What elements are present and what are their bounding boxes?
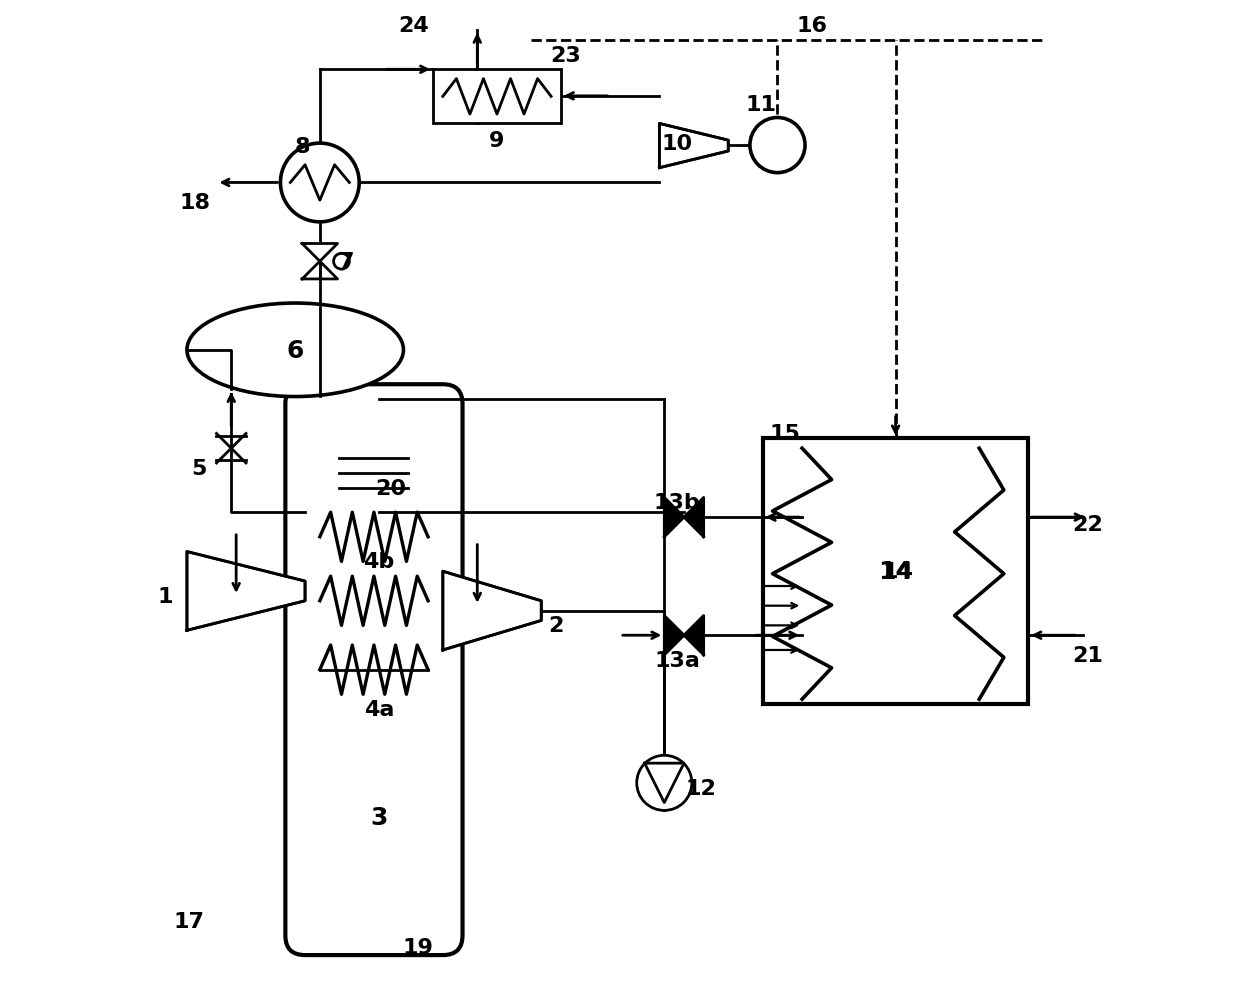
Circle shape (636, 755, 692, 810)
FancyBboxPatch shape (285, 385, 463, 955)
Text: 11: 11 (745, 95, 776, 114)
Text: 17: 17 (174, 911, 205, 931)
Text: 15: 15 (770, 424, 801, 444)
Text: 13b: 13b (653, 493, 701, 513)
Text: 14: 14 (882, 562, 913, 582)
Text: 7: 7 (339, 252, 355, 272)
Ellipse shape (187, 304, 403, 397)
Text: 23: 23 (551, 45, 582, 65)
Text: 5: 5 (191, 458, 206, 478)
Polygon shape (303, 245, 337, 262)
Text: 22: 22 (1073, 515, 1102, 534)
Text: 21: 21 (1073, 645, 1102, 666)
Circle shape (280, 144, 360, 223)
Text: 14: 14 (878, 560, 913, 584)
Text: 10: 10 (661, 134, 693, 154)
Polygon shape (665, 616, 684, 656)
Text: 1: 1 (157, 587, 174, 606)
Text: 4b: 4b (363, 552, 394, 572)
Bar (763, 439, 1028, 704)
Text: 20: 20 (376, 478, 407, 498)
Text: 3: 3 (371, 806, 388, 829)
Text: 19: 19 (403, 938, 434, 957)
Text: 2: 2 (548, 615, 564, 636)
Text: 12: 12 (686, 778, 717, 798)
Polygon shape (684, 498, 703, 537)
Text: 16: 16 (796, 16, 827, 35)
Polygon shape (684, 616, 703, 656)
Text: 9: 9 (490, 131, 505, 151)
Polygon shape (187, 552, 305, 631)
Polygon shape (443, 572, 542, 651)
Text: 13a: 13a (655, 650, 701, 670)
Circle shape (750, 118, 805, 174)
Polygon shape (660, 124, 728, 169)
Text: 4a: 4a (363, 699, 394, 720)
Text: 18: 18 (180, 193, 211, 213)
Polygon shape (665, 498, 684, 537)
Text: 6: 6 (286, 338, 304, 363)
Circle shape (334, 254, 350, 270)
Text: 24: 24 (398, 16, 429, 35)
Text: 8: 8 (294, 137, 310, 157)
Bar (433, 70, 560, 124)
